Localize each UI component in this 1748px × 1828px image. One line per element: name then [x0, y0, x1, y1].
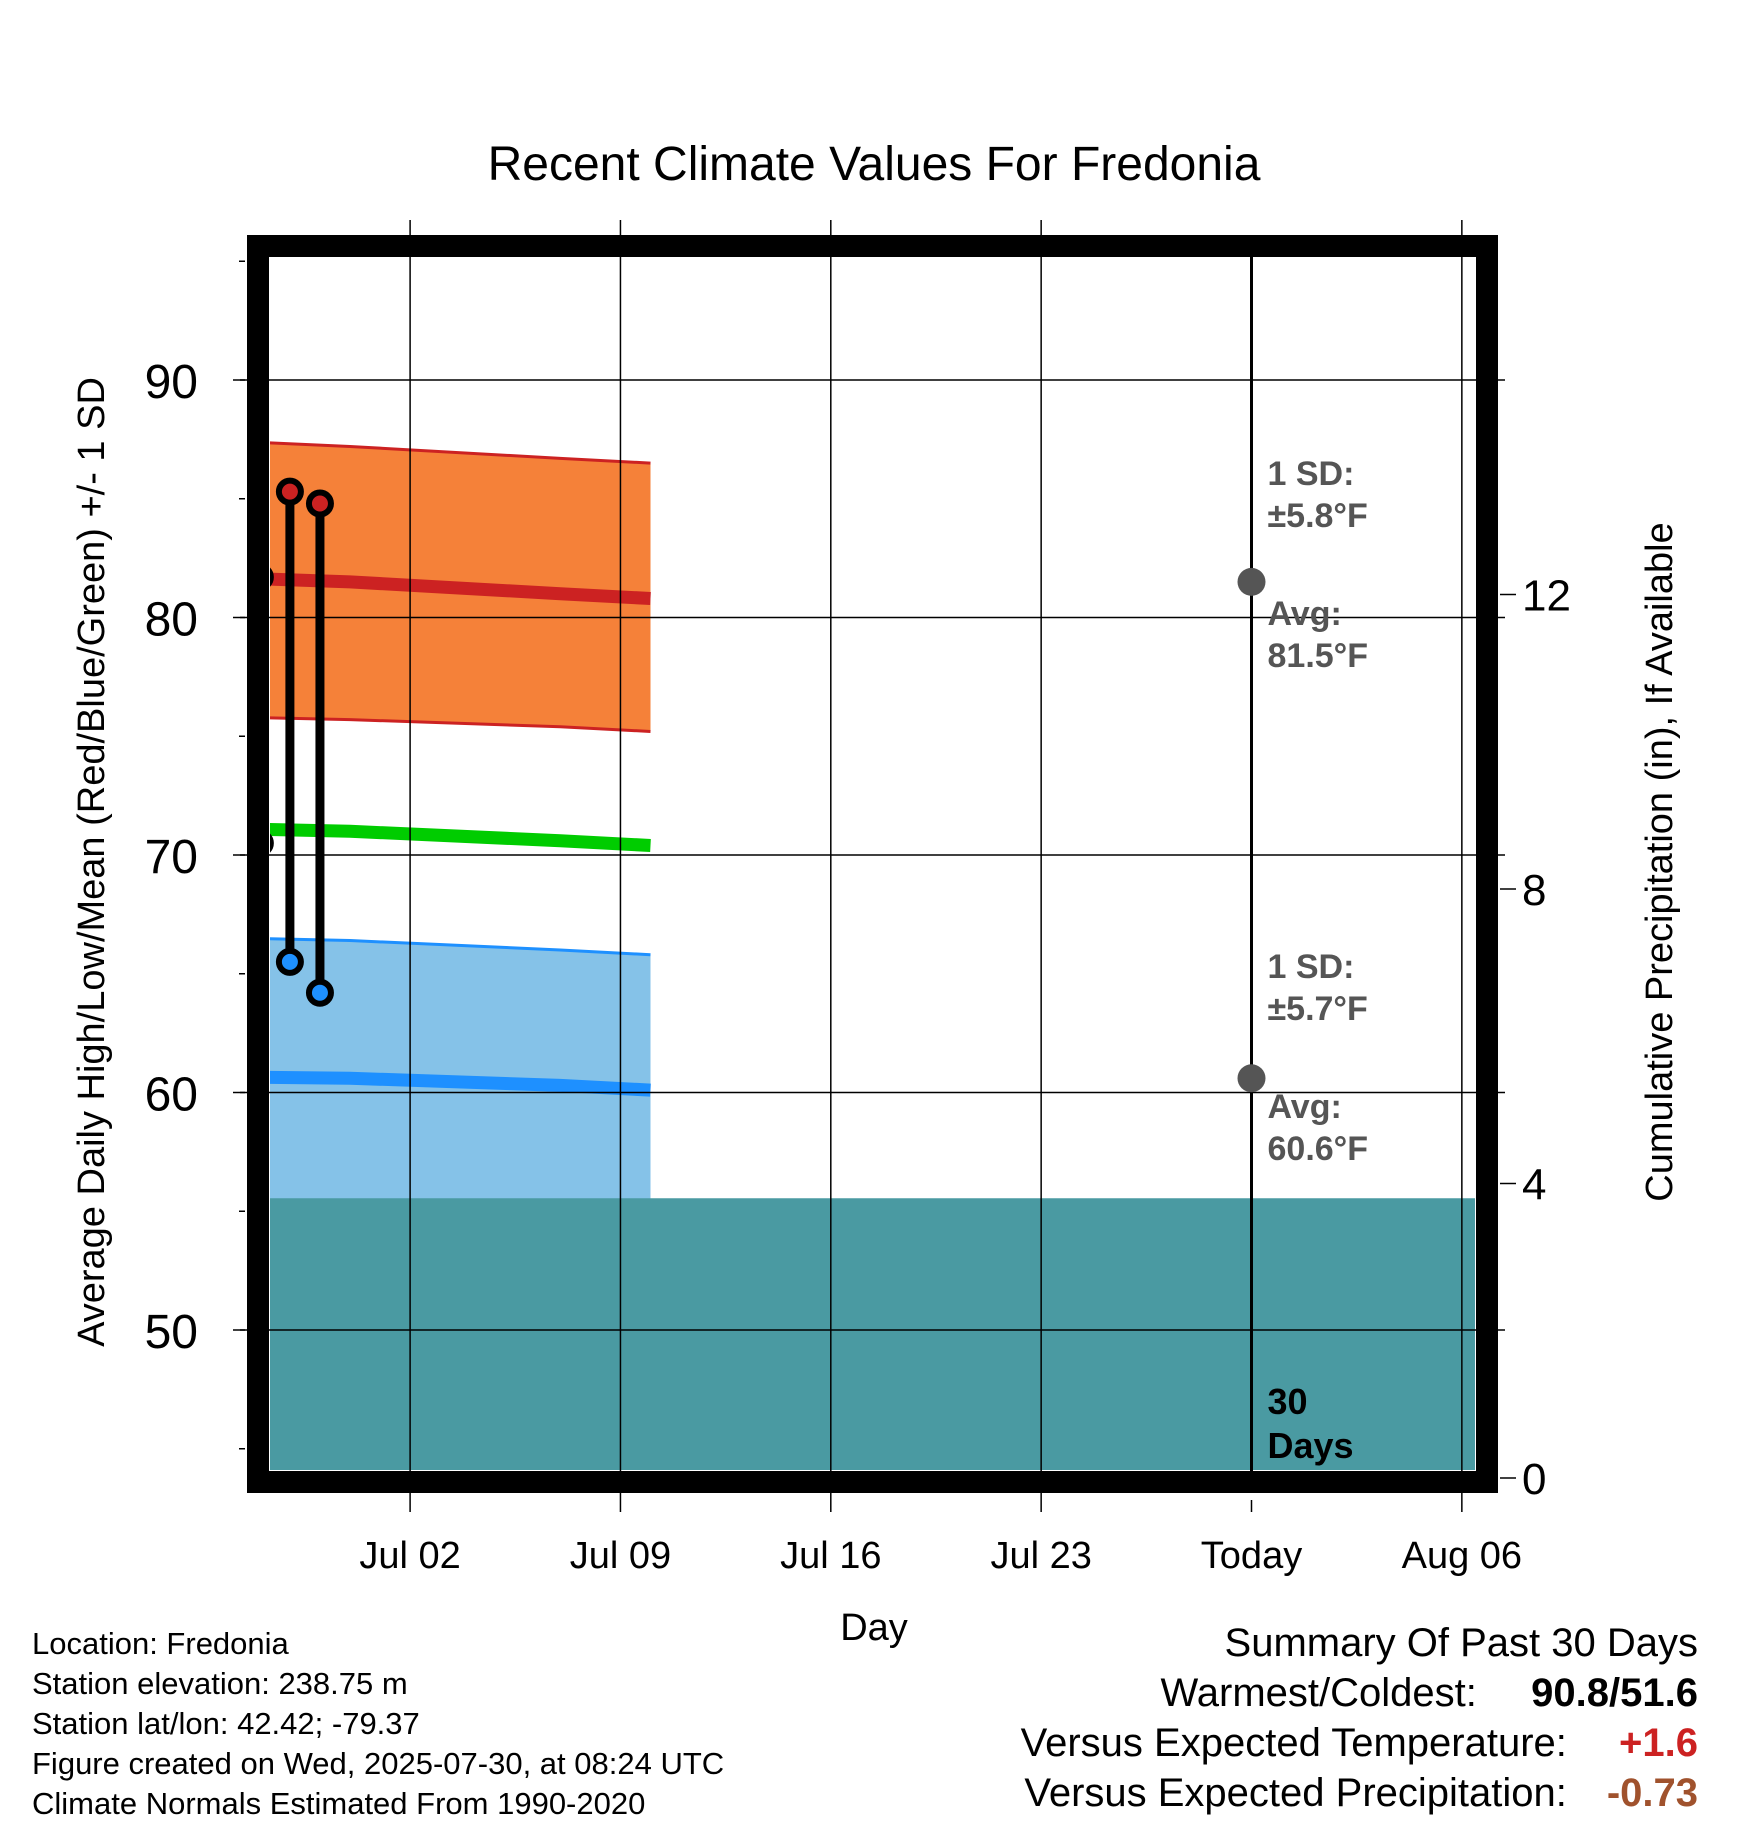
warm-cold-value: 90.8/51.6: [1531, 1671, 1698, 1715]
daily-low-point: [305, 978, 334, 1007]
x-axis-label: Day: [840, 1607, 908, 1649]
high-sd-value: ±5.8°F: [1268, 497, 1368, 535]
low-avg-label: Avg:: [1268, 1088, 1342, 1126]
mean-normal-line: [270, 822, 651, 852]
summary-title: Summary Of Past 30 Days: [1224, 1621, 1698, 1665]
warm-cold-label: Warmest/Coldest:: [1160, 1671, 1477, 1715]
y2-tick-label: 0: [1522, 1455, 1546, 1504]
plot-interior: [8, 433, 1475, 1470]
chart-title: Recent Climate Values For Fredonia: [488, 138, 1261, 191]
high-avg-marker: [1237, 567, 1266, 596]
y-axis-label: Average Daily High/Low/Mean (Red/Blue/Gr…: [71, 377, 113, 1347]
normals-text: Climate Normals Estimated From 1990-2020: [32, 1786, 646, 1821]
location-text: Location: Fredonia: [32, 1626, 289, 1661]
daily-low-point: [270, 833, 274, 853]
x-tick-label: Jul 02: [359, 1535, 460, 1577]
daily-high-point: [189, 554, 211, 576]
y-tick-label: 50: [145, 1306, 198, 1359]
x-tick-label: Jul 09: [570, 1535, 671, 1577]
x-tick-label: Jul 23: [990, 1535, 1091, 1577]
precip-versus-value: -0.73: [1606, 1771, 1698, 1815]
high-avg-label: Avg:: [1268, 595, 1342, 633]
y2-tick-label: 8: [1522, 866, 1546, 915]
y2-tick-label: 12: [1522, 572, 1571, 621]
low-avg-value: 60.6°F: [1268, 1130, 1369, 1168]
low-normal-line: [270, 1070, 651, 1097]
created-text: Figure created on Wed, 2025-07-30, at 08…: [32, 1746, 725, 1781]
summary-panel: Summary Of Past 30 Days Warmest/Coldest:…: [1021, 1618, 1698, 1818]
daily-low-point: [275, 947, 304, 976]
station-info: Location: Fredonia Station elevation: 23…: [32, 1624, 724, 1824]
y2-axis-label: Cumulative Precipitation (in), If Availa…: [1639, 522, 1681, 1201]
high-sd-lower-line: [270, 716, 651, 733]
y-tick-label: 80: [145, 594, 198, 647]
days-label-text: Days: [1268, 1425, 1354, 1466]
high-sd-upper-line: [270, 441, 651, 465]
daily-low-point: [8, 1191, 30, 1213]
low-sd-value: ±5.7°F: [1268, 990, 1368, 1028]
plot-frame: [247, 235, 1498, 1493]
daily-low-point: [129, 1169, 151, 1191]
days-label-number: 30: [1268, 1381, 1308, 1422]
y-tick-label: 60: [145, 1069, 198, 1122]
y-tick-label: 70: [145, 831, 198, 884]
elevation-text: Station elevation: 238.75 m: [32, 1666, 408, 1701]
plot-area: 50 60 70 80 90 0 4 8 12 Jul 02 Jul 09 Jul 16 Jul 23 T…: [8, 220, 1571, 1577]
daily-high-point: [159, 433, 181, 455]
daily-high-point: [8, 692, 30, 714]
temp-versus-label: Versus Expected Temperature:: [1020, 1721, 1567, 1765]
daily-low-point: [39, 987, 61, 1009]
daily-high-point: [275, 477, 304, 506]
temp-versus-value: +1.6: [1619, 1721, 1698, 1765]
y2-tick-label: 4: [1522, 1161, 1546, 1210]
latlon-text: Station lat/lon: 42.42; -79.37: [32, 1706, 420, 1741]
y-tick-label: 90: [145, 356, 198, 409]
high-avg-value: 81.5°F: [1268, 637, 1369, 675]
low-sd-upper-line: [270, 937, 651, 957]
x-tick-label: Aug 06: [1402, 1535, 1522, 1577]
daily-low-point: [219, 906, 241, 928]
daily-high-point: [270, 567, 274, 587]
x-tick-label: Today: [1201, 1535, 1302, 1577]
low-avg-marker: [1237, 1064, 1266, 1093]
precip-area: [270, 1198, 1475, 1470]
daily-high-point: [305, 489, 334, 518]
low-sd-label: 1 SD:: [1268, 948, 1355, 986]
daily-high-point: [39, 690, 61, 712]
high-sd-label: 1 SD:: [1268, 455, 1355, 493]
precip-versus-label: Versus Expected Precipitation:: [1024, 1771, 1567, 1815]
high-normal-line: [270, 572, 651, 605]
x-tick-label: Jul 16: [780, 1535, 881, 1577]
daily-high-point: [219, 561, 241, 583]
